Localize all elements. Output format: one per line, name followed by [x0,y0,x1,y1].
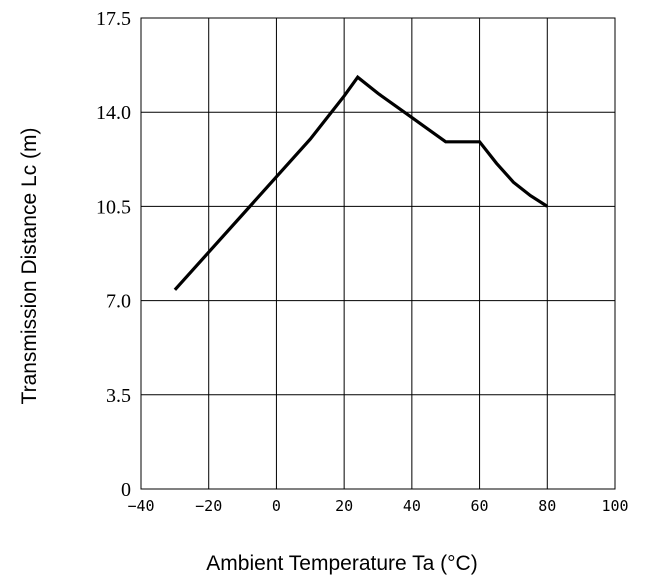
x-axis-label: Ambient Temperature Ta (°C) [206,552,477,575]
x-axis-ticks: −40 −20 0 20 40 60 80 100 [127,497,628,515]
x-tick-label: 80 [538,497,556,515]
plot-frame [140,17,616,490]
y-axis-ticks: 0 3.5 7.0 10.5 14.0 17.5 [96,8,131,501]
x-tick-label: 60 [471,497,489,515]
y-tick-label: 10.5 [96,196,131,218]
series-line [173,74,549,291]
y-tick-label: 14.0 [96,102,131,124]
y-axis-label: Transmission Distance Lc (m) [18,128,41,405]
grid [140,17,616,490]
y-tick-label: 3.5 [106,385,131,407]
x-tick-label: 20 [335,497,353,515]
y-tick-label: 0 [121,479,131,501]
x-tick-label: 100 [601,497,628,515]
x-tick-label: −20 [195,497,222,515]
y-tick-label: 17.5 [96,8,131,30]
x-tick-label: −40 [127,497,154,515]
y-tick-label: 7.0 [106,291,131,313]
x-tick-label: 0 [272,497,281,515]
x-tick-label: 40 [403,497,421,515]
